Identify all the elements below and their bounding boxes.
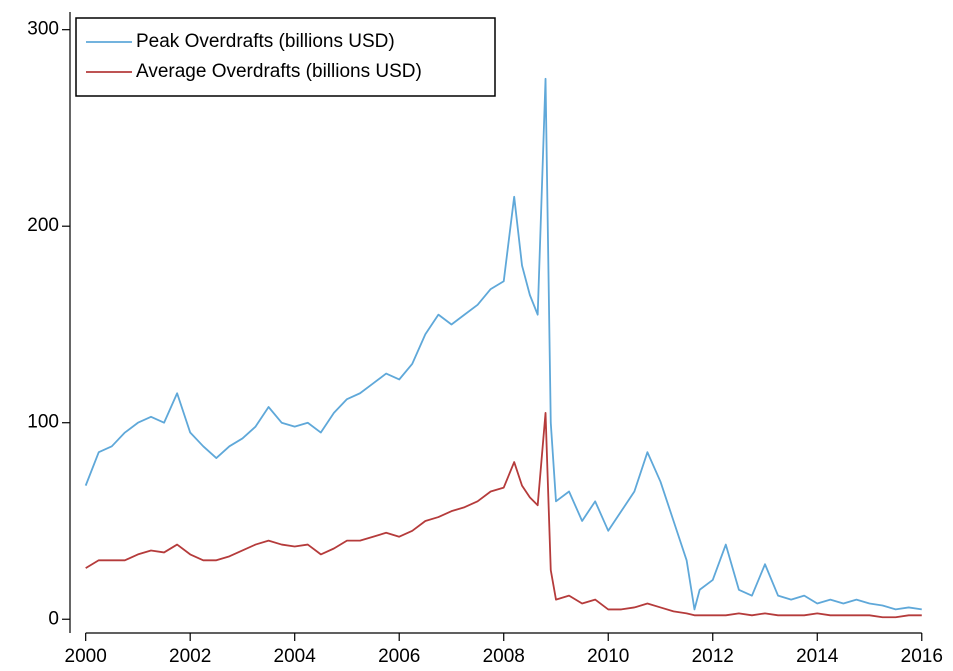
x-tick-label: 2012 xyxy=(692,646,734,667)
legend-box xyxy=(75,17,496,97)
x-tick-label: 2010 xyxy=(587,646,629,667)
x-tick-label: 2004 xyxy=(274,646,317,667)
x-tick-label: 2000 xyxy=(65,646,107,667)
y-tick-label: 100 xyxy=(27,412,59,433)
y-tick-label: 200 xyxy=(27,215,59,236)
x-tick-label: 2014 xyxy=(796,646,839,667)
x-tick-label: 2016 xyxy=(901,646,943,667)
legend: Peak Overdrafts (billions USD) Average Ov… xyxy=(75,17,496,97)
legend-label: Average Overdrafts (billions USD) xyxy=(136,61,422,82)
x-tick-label: 2002 xyxy=(169,646,211,667)
x-tick-label: 2006 xyxy=(378,646,420,667)
data-line xyxy=(84,77,922,611)
x-tick-label: 2008 xyxy=(483,646,525,667)
y-tick-label: 300 xyxy=(27,19,59,40)
data-line xyxy=(85,412,922,619)
y-tick-label: 0 xyxy=(48,608,59,629)
legend-label: Peak Overdrafts (billions USD) xyxy=(136,31,395,52)
